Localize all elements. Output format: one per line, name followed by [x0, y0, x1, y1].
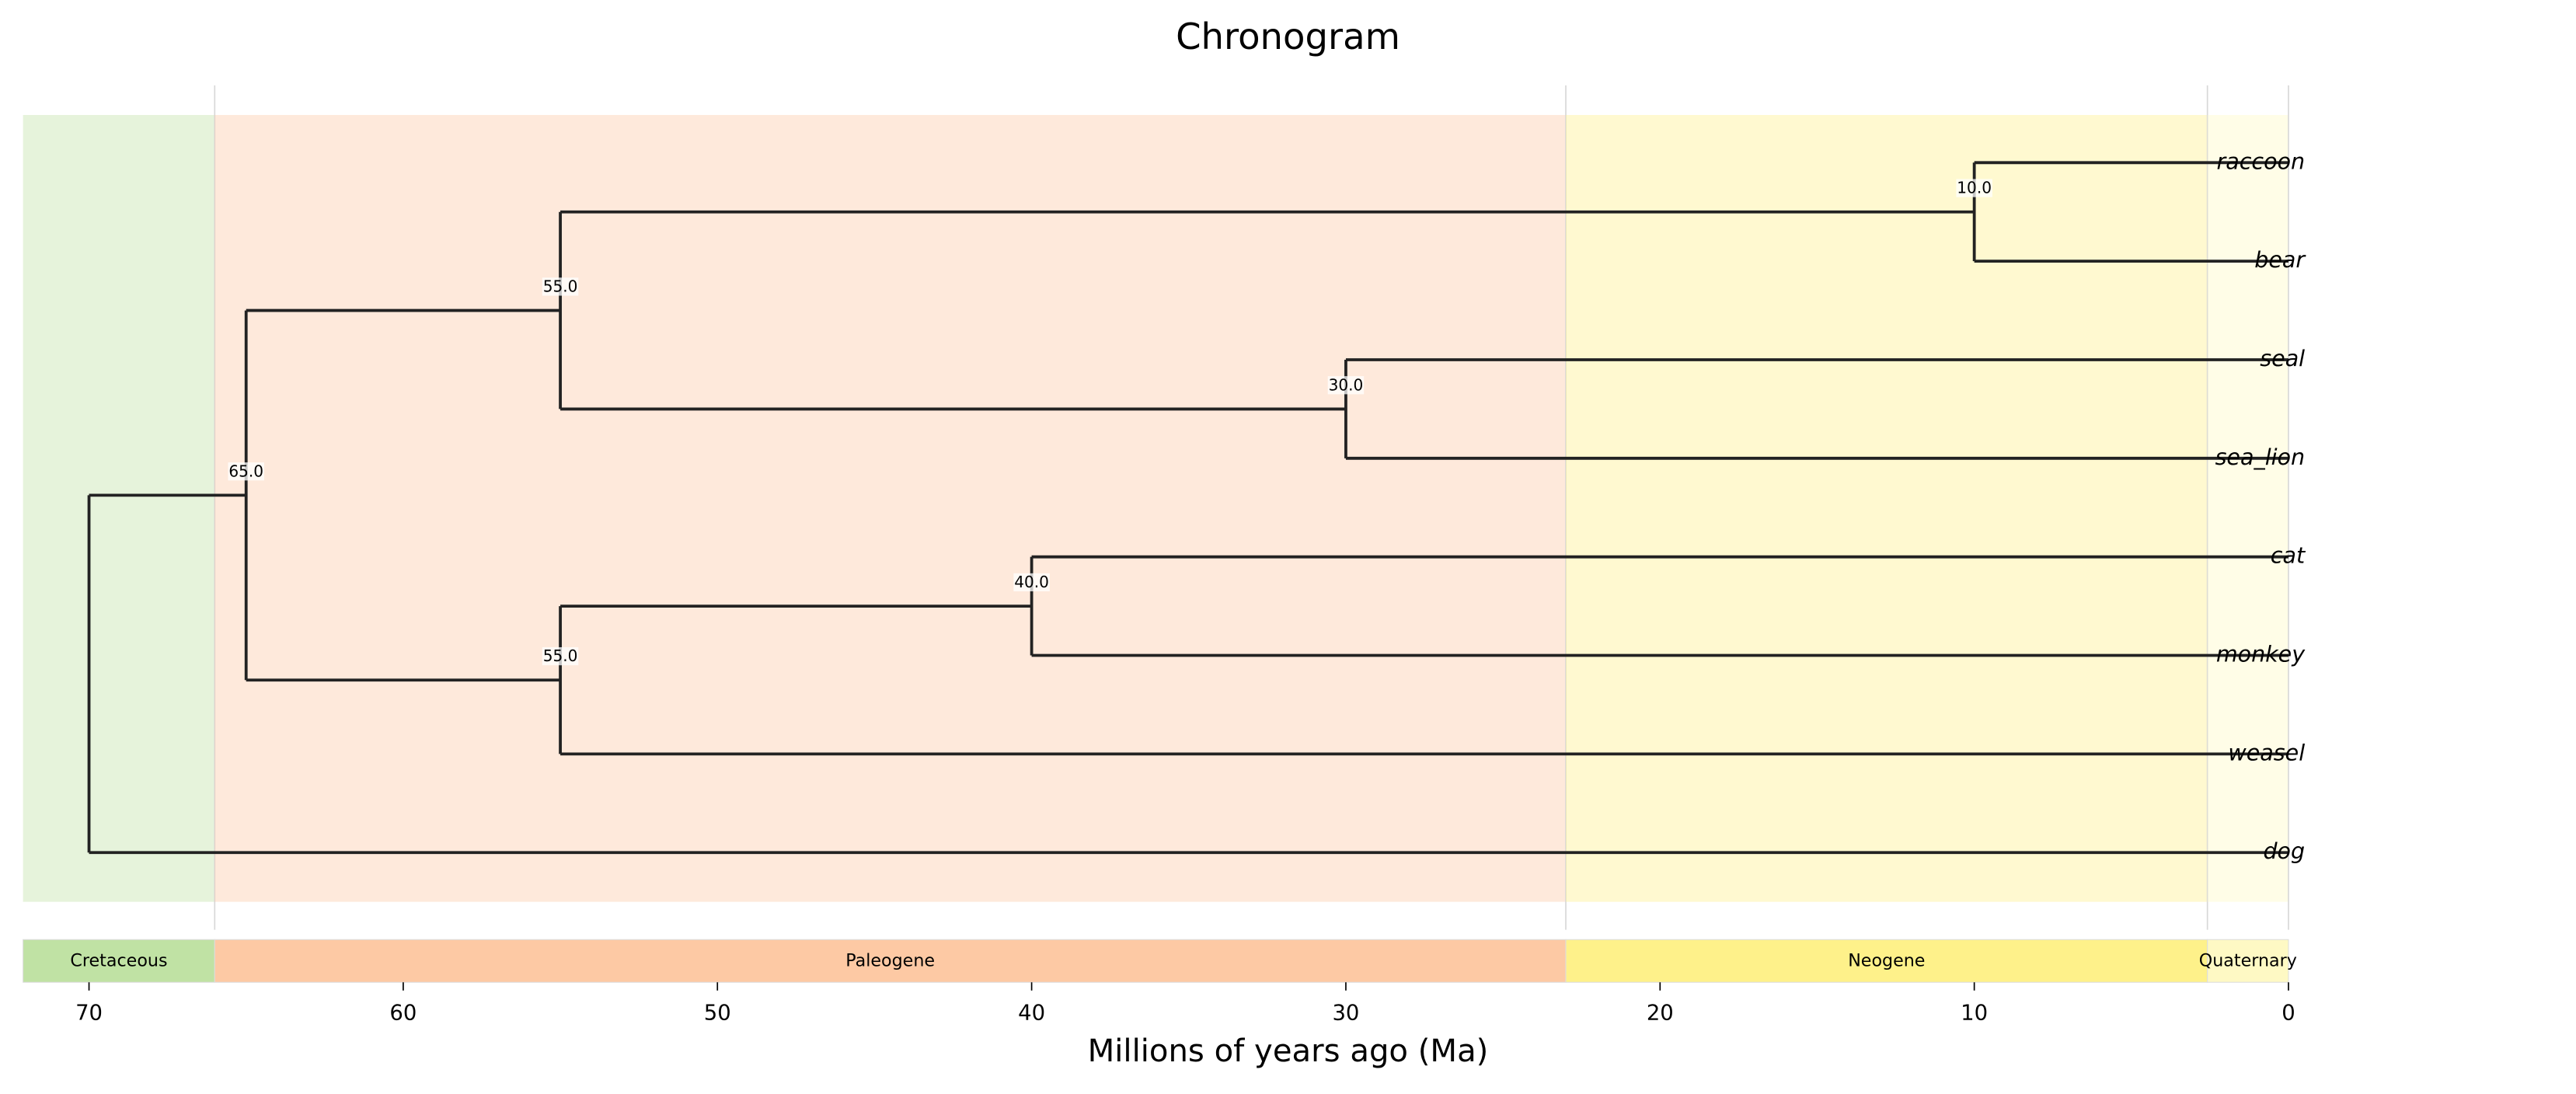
node-label-box — [228, 462, 264, 481]
period-bar — [23, 939, 215, 983]
period-background — [2207, 114, 2288, 902]
x-tick-label: 30 — [1332, 1000, 1359, 1025]
x-tick-label: 40 — [1018, 1000, 1045, 1025]
x-tick-label: 20 — [1647, 1000, 1674, 1025]
period-background — [214, 114, 1566, 902]
node-label: 10.0 — [1957, 179, 1992, 197]
x-tick-label: 50 — [704, 1000, 731, 1025]
leaf-label: cat — [2271, 543, 2306, 569]
period-background — [23, 114, 215, 902]
chart-title: Chronogram — [1176, 16, 1400, 57]
period-label: Neogene — [1848, 950, 1925, 970]
period-bar — [1565, 939, 2208, 983]
node-label-box — [1327, 376, 1365, 395]
node-label: 30.0 — [1329, 375, 1364, 394]
period-bar — [2207, 939, 2289, 983]
x-tick-label: 70 — [75, 1000, 103, 1025]
leaf-label: weasel — [2228, 740, 2305, 765]
x-tick-label: 60 — [389, 1000, 417, 1025]
node-label-box — [542, 277, 579, 296]
x-tick-label: 0 — [2281, 1000, 2295, 1025]
node-label-box — [542, 646, 579, 666]
x-tick-label: 10 — [1961, 1000, 1988, 1025]
leaf-label: dog — [2263, 838, 2305, 864]
node-label: 65.0 — [228, 462, 263, 480]
period-label: Quaternary — [2199, 950, 2297, 970]
node-label-box — [1013, 573, 1050, 592]
x-axis-label: Millions of years ago (Ma) — [1088, 1033, 1489, 1069]
leaf-label: monkey — [2216, 642, 2306, 667]
period-background — [1565, 114, 2208, 902]
leaf-label: sea_lion — [2215, 444, 2306, 470]
period-label: Cretaceous — [70, 950, 167, 970]
node-label: 55.0 — [543, 646, 578, 665]
leaf-label: bear — [2254, 247, 2306, 273]
node-label-box — [1956, 179, 1992, 197]
period-bar — [214, 939, 1567, 983]
leaf-label: raccoon — [2217, 148, 2306, 174]
leaf-label: seal — [2260, 346, 2305, 371]
node-label: 40.0 — [1014, 573, 1049, 591]
node-label: 55.0 — [543, 277, 578, 295]
period-label: Paleogene — [845, 950, 935, 970]
